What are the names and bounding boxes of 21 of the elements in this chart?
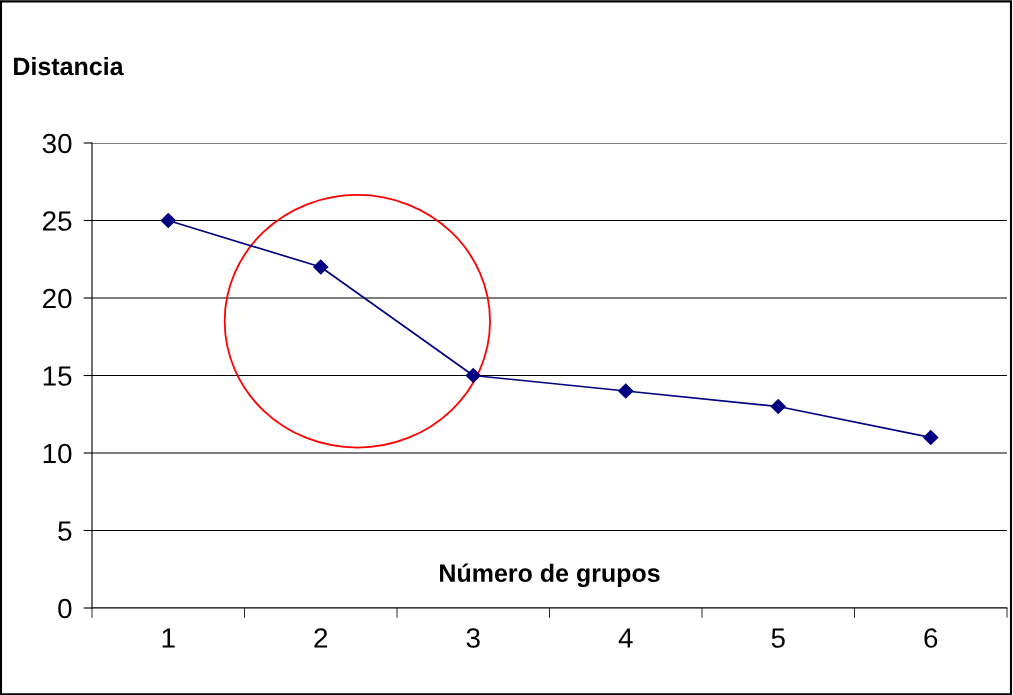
x-tick-label: 5 (771, 628, 785, 648)
x-tick-label: 1 (162, 628, 175, 648)
y-axis-title: Distancia (14, 56, 124, 76)
x-tick-label: 2 (314, 628, 328, 648)
x-axis-title: Número de grupos (440, 563, 660, 588)
point (160, 212, 176, 229)
y-tick-label: 10 (43, 443, 72, 464)
y-tick-label: 30 (42, 133, 72, 154)
point (923, 429, 939, 446)
x-tick-label: 6 (924, 628, 938, 648)
x-tick-label: 4 (618, 628, 633, 648)
point (618, 383, 634, 399)
y-tick-label: 25 (43, 211, 72, 231)
y-tick-label: 15 (43, 366, 72, 386)
point (770, 398, 786, 415)
y-tick-label: 0 (58, 598, 72, 619)
x-tick-label: 3 (466, 628, 480, 648)
y-tick-label: 20 (43, 288, 72, 309)
y-tick-label: 5 (58, 521, 72, 541)
point (313, 259, 329, 275)
point (465, 367, 481, 384)
